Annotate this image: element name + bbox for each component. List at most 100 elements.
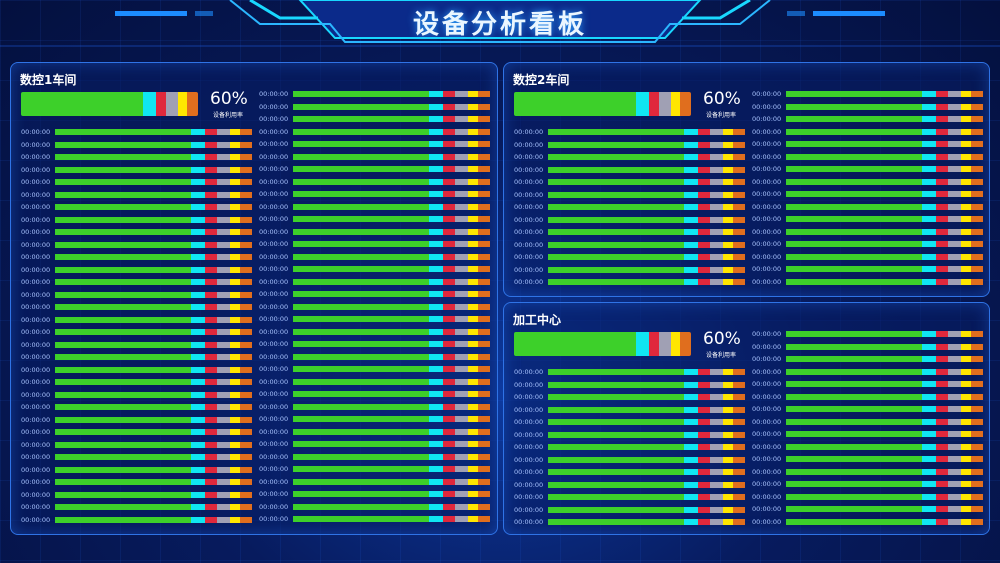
status-segment-red xyxy=(935,468,948,475)
status-segment-green xyxy=(548,431,684,438)
status-timeline-bar xyxy=(293,366,490,372)
status-segment-grey xyxy=(216,204,231,210)
timeline-row: 00:00:00 xyxy=(21,203,252,211)
status-segment-cyan xyxy=(190,254,205,260)
status-segment-green xyxy=(786,103,922,110)
status-timeline-bar xyxy=(786,393,983,400)
time-label: 00:00:00 xyxy=(752,455,782,463)
status-segment-orange xyxy=(733,469,745,475)
status-timeline-bar xyxy=(786,356,983,362)
timeline-row: 00:00:00 xyxy=(259,290,490,298)
status-segment-green xyxy=(55,466,191,473)
status-segment-green xyxy=(548,179,684,185)
time-label: 00:00:00 xyxy=(752,467,782,476)
time-label: 00:00:00 xyxy=(21,465,51,474)
time-label: 00:00:00 xyxy=(514,443,544,451)
status-segment-yellow xyxy=(961,481,972,487)
status-segment-red xyxy=(204,466,217,473)
timeline-row: 00:00:00 xyxy=(752,178,983,186)
status-segment-red xyxy=(204,191,217,198)
status-timeline-bar xyxy=(293,128,490,135)
status-segment-cyan xyxy=(428,178,443,185)
status-segment-grey xyxy=(709,154,724,160)
time-label: 00:00:00 xyxy=(259,452,289,461)
status-segment-grey xyxy=(454,278,469,285)
timeline-row: 00:00:00 xyxy=(21,291,252,299)
status-segment-green xyxy=(55,354,191,360)
status-segment-cyan xyxy=(683,266,698,273)
timeline-row: 00:00:00 xyxy=(752,115,983,123)
timeline-row: 00:00:00 xyxy=(514,431,745,439)
status-timeline-bar xyxy=(293,316,490,322)
status-segment-red xyxy=(442,428,455,435)
status-segment-yellow xyxy=(671,92,681,116)
status-segment-green xyxy=(55,141,191,148)
status-segment-red xyxy=(204,329,217,335)
status-segment-green xyxy=(55,441,191,448)
status-segment-orange xyxy=(733,419,745,425)
status-segment-yellow xyxy=(230,379,241,385)
status-segment-orange xyxy=(971,368,983,375)
status-segment-green xyxy=(55,166,191,173)
status-segment-grey xyxy=(709,519,724,525)
status-segment-green xyxy=(293,516,429,522)
status-segment-cyan xyxy=(921,216,936,222)
status-segment-red xyxy=(935,103,948,110)
status-timeline-bar xyxy=(293,303,490,310)
status-timeline-bar xyxy=(55,141,252,148)
status-segment-yellow xyxy=(230,441,241,448)
status-segment-cyan xyxy=(428,303,443,310)
status-segment-cyan xyxy=(921,468,936,475)
status-segment-green xyxy=(293,291,429,297)
status-segment-cyan xyxy=(683,141,698,148)
status-segment-red xyxy=(935,228,948,235)
status-segment-grey xyxy=(709,406,724,413)
status-timeline-bar xyxy=(548,254,745,260)
time-label: 00:00:00 xyxy=(21,503,51,511)
status-segment-yellow xyxy=(230,504,241,510)
status-segment-green xyxy=(548,154,684,160)
time-label: 00:00:00 xyxy=(21,165,51,174)
timeline-row: 00:00:00 xyxy=(752,165,983,173)
timeline-row: 00:00:00 xyxy=(21,428,252,436)
status-segment-green xyxy=(55,429,191,435)
panel-title: 数控2车间 xyxy=(513,73,570,87)
time-label: 00:00:00 xyxy=(259,515,289,523)
status-segment-green xyxy=(293,341,429,347)
status-segment-yellow xyxy=(230,391,241,398)
status-segment-yellow xyxy=(468,291,479,297)
timeline-row: 00:00:00 xyxy=(752,265,983,273)
status-segment-orange xyxy=(478,216,490,222)
timeline-row: 00:00:00 xyxy=(514,166,745,174)
status-segment-grey xyxy=(216,391,231,398)
time-label: 00:00:00 xyxy=(21,440,51,449)
status-segment-red xyxy=(204,154,217,160)
status-segment-orange xyxy=(478,266,490,272)
status-timeline-bar xyxy=(293,416,490,422)
status-segment-orange xyxy=(240,504,252,510)
status-segment-orange xyxy=(240,329,252,335)
status-segment-grey xyxy=(216,229,231,235)
status-timeline-bar xyxy=(293,341,490,347)
status-segment-cyan xyxy=(190,429,205,435)
panel-machining-center: 加工中心 60% 设备利用率 00:00:00 00:00:00 00:00:00 0… xyxy=(503,302,990,535)
status-segment-cyan xyxy=(428,103,443,110)
status-segment-grey xyxy=(454,491,469,497)
status-segment-cyan xyxy=(683,506,698,513)
status-segment-cyan xyxy=(190,329,205,335)
status-timeline-bar xyxy=(55,429,252,435)
status-segment-grey xyxy=(709,216,724,223)
status-segment-grey xyxy=(947,128,962,135)
status-segment-cyan xyxy=(921,153,936,160)
status-timeline-bar xyxy=(786,166,983,172)
status-segment-orange xyxy=(478,303,490,310)
status-segment-green xyxy=(55,316,191,323)
status-timeline-bar xyxy=(293,391,490,397)
status-segment-red xyxy=(697,481,710,488)
status-segment-grey xyxy=(216,329,231,335)
time-label: 00:00:00 xyxy=(21,340,51,349)
status-segment-green xyxy=(548,166,684,173)
status-segment-red xyxy=(204,266,217,273)
status-timeline-bar xyxy=(548,444,745,450)
timeline-row: 00:00:00 xyxy=(21,366,252,374)
